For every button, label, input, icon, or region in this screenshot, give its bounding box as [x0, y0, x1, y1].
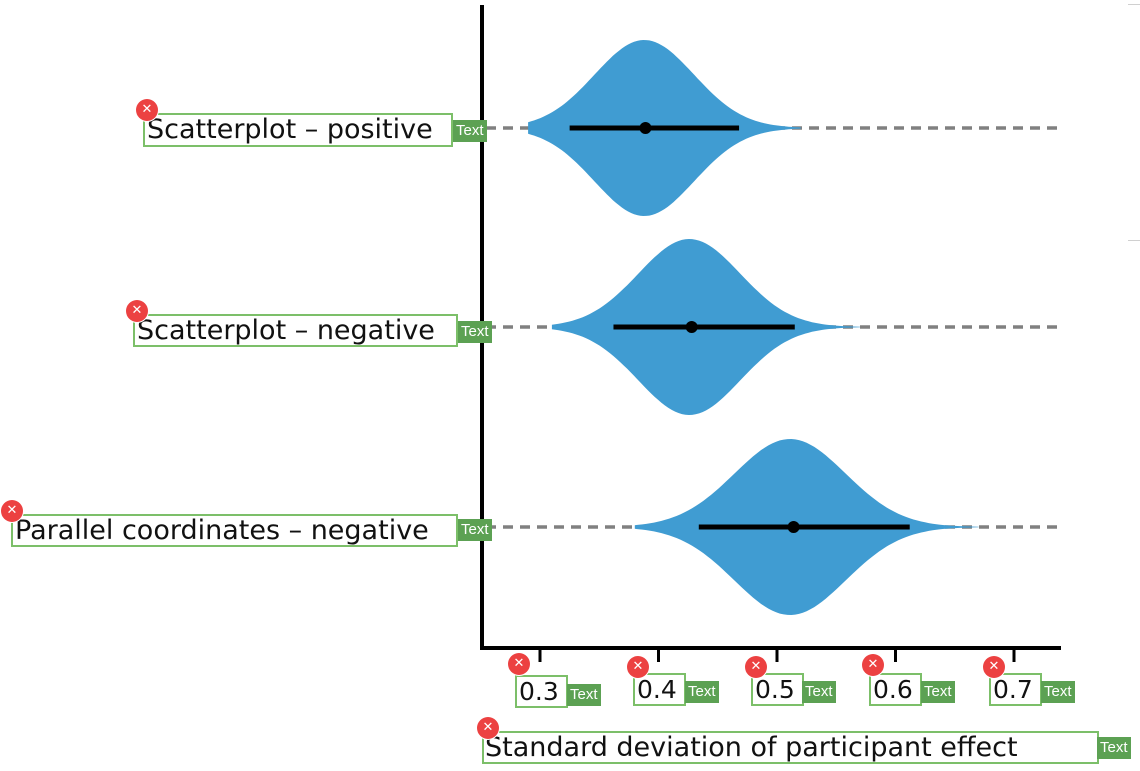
close-icon[interactable]: ✕: [627, 656, 649, 678]
median-point: [787, 521, 800, 533]
close-icon[interactable]: ✕: [745, 656, 767, 678]
x-tick-label: 0.7: [989, 673, 1042, 706]
median-point: [685, 321, 698, 333]
close-icon[interactable]: ✕: [136, 99, 158, 121]
x-axis-label: Standard deviation of participant effect: [482, 731, 1099, 764]
text-tag: Text: [921, 681, 955, 703]
category-label-scatterplot-positive: Scatterplot – positive: [143, 113, 453, 147]
close-icon[interactable]: ✕: [983, 656, 1005, 678]
edge-divider: [1128, 240, 1140, 241]
x-tick-label: 0.4: [633, 673, 686, 706]
x-tick-label: 0.6: [869, 673, 922, 706]
close-icon[interactable]: ✕: [477, 717, 499, 739]
close-icon[interactable]: ✕: [508, 653, 530, 675]
close-icon[interactable]: ✕: [126, 300, 148, 322]
text-tag: Text: [685, 681, 719, 703]
median-point: [639, 122, 652, 134]
text-tag: Text: [458, 321, 492, 343]
text-tag: Text: [453, 120, 487, 142]
text-tag: Text: [458, 519, 492, 541]
text-tag: Text: [1097, 737, 1131, 759]
category-label-scatterplot-negative: Scatterplot – negative: [133, 314, 458, 347]
text-tag: Text: [802, 681, 836, 703]
text-tag: Text: [1041, 681, 1075, 703]
x-tick-label: 0.3: [515, 675, 568, 708]
x-tick-label: 0.5: [751, 673, 804, 706]
text-tag: Text: [567, 684, 601, 706]
close-icon[interactable]: ✕: [1, 500, 23, 522]
category-label-parallel-coordinates-negative: Parallel coordinates – negative: [11, 514, 458, 547]
close-icon[interactable]: ✕: [862, 654, 884, 676]
edge-divider: [1128, 4, 1140, 5]
